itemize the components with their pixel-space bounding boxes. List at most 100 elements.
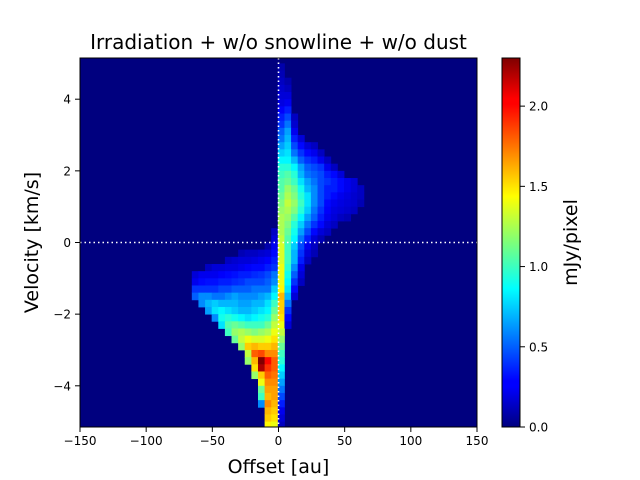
- heatmap-cell: [257, 264, 266, 272]
- heatmap-cell: [297, 278, 305, 286]
- heatmap-cell: [284, 299, 292, 308]
- heatmap-cell: [284, 271, 292, 279]
- heatmap-cell: [344, 192, 352, 200]
- heatmap-cell: [297, 228, 305, 236]
- heatmap-cell: [297, 185, 305, 193]
- heatmap-cell: [317, 221, 325, 229]
- heatmap-cell: [284, 156, 292, 165]
- heatmap-cell: [291, 163, 299, 172]
- heatmap-cell: [297, 178, 305, 186]
- heatmap-cell: [310, 228, 318, 236]
- heatmap-cell: [277, 163, 285, 172]
- heatmap-cell: [291, 235, 299, 243]
- heatmap-cell: [257, 314, 266, 322]
- heatmap-cell: [291, 264, 299, 272]
- heatmap-cell: [231, 285, 239, 294]
- heatmap-cell: [284, 149, 292, 157]
- heatmap-cell: [264, 400, 272, 408]
- heatmap-cell: [330, 170, 338, 179]
- heatmap-cell: [251, 335, 259, 344]
- heatmap-cell: [205, 264, 213, 272]
- heatmap-cell: [317, 163, 325, 172]
- heatmap-cell: [317, 156, 325, 165]
- heatmap-cell: [297, 170, 305, 179]
- heatmap-cell: [271, 228, 279, 236]
- heatmap-cell: [310, 213, 318, 222]
- heatmap-cell: [277, 378, 285, 387]
- heatmap-cell: [218, 306, 226, 315]
- heatmap-cell: [284, 99, 292, 107]
- heatmap-cell: [324, 228, 332, 236]
- x-tick-label: −100: [130, 434, 163, 448]
- heatmap-cell: [284, 163, 292, 172]
- heatmap-cell: [264, 306, 272, 315]
- heatmap-cell: [271, 292, 279, 301]
- heatmap-cell: [251, 292, 259, 301]
- heatmap-cell: [284, 185, 292, 193]
- heatmap-cell: [231, 299, 239, 308]
- heatmap-cell: [277, 385, 285, 394]
- heatmap-cell: [211, 271, 219, 279]
- heatmap-cell: [310, 242, 318, 251]
- heatmap-cell: [264, 256, 272, 265]
- heatmap-cell: [284, 84, 292, 93]
- heatmap-cell: [291, 271, 299, 279]
- heatmap-cell: [277, 278, 285, 286]
- heatmap-cell: [264, 264, 272, 272]
- heatmap-cell: [330, 163, 338, 172]
- heatmap-cell: [304, 156, 312, 165]
- heatmap-cell: [304, 213, 312, 222]
- heatmap-cell: [224, 321, 232, 329]
- heatmap-cell: [231, 321, 239, 329]
- heatmap-cell: [218, 285, 226, 294]
- heatmap-cell: [310, 163, 318, 172]
- heatmap-cell: [224, 285, 232, 294]
- heatmap-cell: [324, 163, 332, 172]
- heatmap-cell: [330, 199, 338, 208]
- heatmap-cell: [264, 349, 272, 358]
- heatmap-cell: [297, 206, 305, 215]
- heatmap-cell: [297, 213, 305, 222]
- heatmap-cell: [284, 142, 292, 150]
- heatmap-cell: [198, 292, 206, 301]
- heatmap-cell: [271, 242, 279, 251]
- heatmap-cell: [324, 185, 332, 193]
- x-tick-label: 100: [399, 434, 422, 448]
- heatmap-cell: [277, 264, 285, 272]
- heatmap-cell: [271, 264, 279, 272]
- heatmap-cell: [231, 271, 239, 279]
- heatmap-cell: [277, 149, 285, 157]
- heatmap-cell: [297, 256, 305, 265]
- heatmap-cell: [238, 342, 246, 351]
- heatmap-cell: [344, 199, 352, 208]
- heatmap-cell: [277, 371, 285, 380]
- colorbar-tick-label: 0.0: [529, 421, 548, 435]
- heatmap-cell: [284, 256, 292, 265]
- heatmap-cell: [337, 170, 345, 179]
- plot-area: [79, 57, 478, 428]
- heatmap-cell: [324, 192, 332, 200]
- heatmap-cell: [344, 178, 352, 186]
- heatmap-cell: [324, 221, 332, 229]
- heatmap-cell: [344, 185, 352, 193]
- heatmap-cell: [257, 271, 266, 279]
- x-tick-label: 150: [466, 434, 489, 448]
- heatmap-cell: [251, 249, 259, 258]
- heatmap-cell: [244, 271, 252, 279]
- heatmap-cell: [224, 256, 232, 265]
- heatmap-cell: [277, 321, 285, 329]
- heatmap-cell: [271, 306, 279, 315]
- heatmap-cell: [211, 306, 219, 315]
- heatmap-cell: [277, 235, 285, 243]
- heatmap-cell: [277, 178, 285, 186]
- heatmap-cell: [317, 228, 325, 236]
- heatmap-cell: [264, 414, 272, 423]
- heatmap-cell: [277, 328, 285, 337]
- heatmap-cell: [257, 371, 266, 380]
- heatmap-cell: [251, 299, 259, 308]
- heatmap-cell: [264, 371, 272, 380]
- heatmap-cell: [297, 271, 305, 279]
- heatmap-cell: [350, 199, 358, 208]
- heatmap-cell: [291, 213, 299, 222]
